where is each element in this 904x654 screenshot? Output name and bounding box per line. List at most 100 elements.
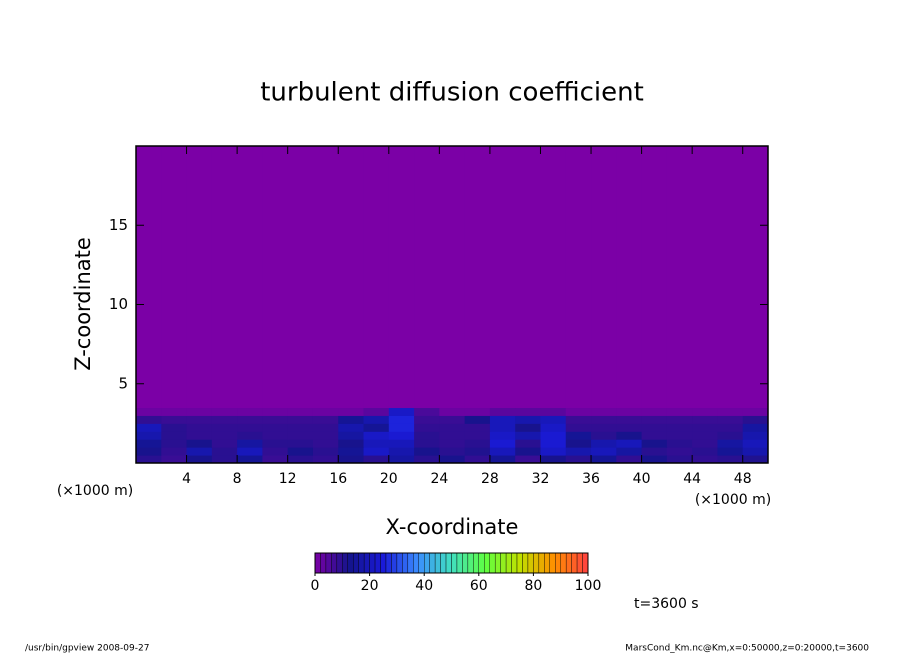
heatmap-cell [565,455,592,464]
heatmap-cell [616,407,643,416]
annotation: t=3600 s [634,596,699,612]
heatmap-cell [515,439,541,448]
colorbar-band [456,552,463,574]
colorbar-band [413,552,419,574]
colorbar-tick-label: 0 [311,578,320,594]
heatmap-cell [591,423,617,432]
heatmap-cell [186,415,213,424]
heatmap-cell [388,146,415,409]
colorbar-band [363,552,370,574]
heatmap-cell [489,415,516,424]
colorbar-band [358,552,365,574]
heatmap-cell [692,407,718,416]
heatmap-cell [666,455,693,464]
colorbar-band [418,552,425,574]
colorbar-band [434,552,441,574]
heatmap-cell [742,407,769,416]
heatmap-cell [237,407,263,416]
heatmap-cell [136,455,162,464]
colorbar-band [533,552,540,574]
heatmap-cell [363,407,390,416]
heatmap-cell [464,146,491,409]
heatmap-cell [717,455,744,464]
heatmap-cell [312,415,339,424]
colorbar-tick-label: 20 [361,578,379,594]
heatmap-cell [565,439,592,448]
heatmap-cell [287,439,314,448]
heatmap-cell [591,447,617,456]
heatmap-cell [489,431,516,440]
heatmap-cell [237,439,263,448]
heatmap-cell [388,415,415,424]
heatmap-cell [262,431,289,440]
heatmap-cell [540,423,567,432]
heatmap-cell [515,431,541,440]
x-tick-label: 32 [532,471,550,487]
heatmap-cell [540,447,567,456]
heatmap-cell [186,146,213,409]
heatmap-cell [186,455,213,464]
heatmap-cell [717,423,744,432]
heatmap-cell [287,407,314,416]
heatmap-cell [692,146,718,409]
footer-left: /usr/bin/gpview 2008-09-27 [25,644,149,654]
heatmap-cell [414,415,440,424]
heatmap-cell [287,415,314,424]
heatmap-cell [161,439,188,448]
heatmap-cell [211,455,238,464]
heatmap-cell [312,423,339,432]
x-axis-label: X-coordinate [386,515,519,539]
heatmap-cell [211,415,238,424]
colorbar-band [511,552,518,574]
heatmap-cell [717,146,744,409]
heatmap-cell [312,431,339,440]
heatmap-cell [692,455,718,464]
heatmap-cell [439,146,466,409]
colorbar-band [336,552,343,574]
colorbar-band [571,552,578,574]
heatmap-cell [540,439,567,448]
heatmap-cell [161,415,188,424]
heatmap-cell [616,439,643,448]
colorbar-band [331,552,338,574]
heatmap-cell [742,447,769,456]
heatmap-cell [262,439,289,448]
heatmap-cell [439,415,466,424]
heatmap-cell [717,431,744,440]
heatmap-cell [742,439,769,448]
y-tick-label: 5 [118,374,128,392]
colorbar-band [505,552,512,574]
heatmap-cell [742,455,769,464]
heatmap-cell [388,423,415,432]
heatmap-cell [565,423,592,432]
heatmap-cell [616,447,643,456]
heatmap-cell [692,447,718,456]
heatmap-cell [136,423,162,432]
heatmap-cell [540,415,567,424]
colorbar-band [560,552,567,574]
chart-title: turbulent diffusion coefficient [260,78,644,108]
heatmap-cell [565,447,592,456]
heatmap-cell [515,146,541,409]
heatmap-cell [666,407,693,416]
heatmap-cell [312,455,339,464]
colorbar-band [374,552,381,574]
heatmap-cell [287,455,314,464]
heatmap-cell [161,447,188,456]
colorbar-tick-label: 80 [524,578,542,594]
heatmap-cell [388,455,415,464]
colorbar-tick-label: 100 [575,578,602,594]
heatmap-cell [641,455,668,464]
colorbar-tick-label: 40 [415,578,433,594]
heatmap-cell [489,439,516,448]
heatmap-cell [641,423,668,432]
colorbar-band [385,552,392,574]
heatmap-cell [363,423,390,432]
x-tick-label: 4 [182,471,191,487]
heatmap-cell [464,455,491,464]
colorbar-band [402,552,409,574]
colorbar-band [451,552,458,574]
heatmap-cell [489,146,516,409]
heatmap-cell [515,415,541,424]
heatmap-cell [641,146,668,409]
